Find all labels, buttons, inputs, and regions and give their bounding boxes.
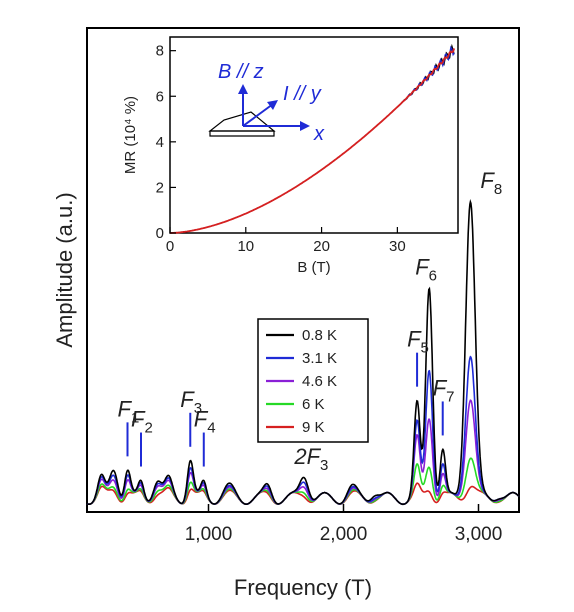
inset-y-tick-label: 0 [156, 225, 164, 242]
x-axis-label: x [313, 123, 325, 145]
inset-mr-lines [170, 43, 456, 234]
main-series-lines [86, 198, 520, 506]
inset-x-tick-label: 0 [166, 238, 174, 255]
inset-mr-line [170, 48, 456, 234]
crystal-plate-edge-icon [209, 130, 275, 137]
y-arrowhead-icon [267, 100, 278, 110]
x-tick-label: 2,000 [320, 524, 368, 545]
inset-frame [169, 36, 459, 234]
series-line-0-8-k [86, 198, 520, 506]
inset-y-tick-label: 8 [156, 43, 164, 60]
inset-x-axis-title: B (T) [297, 259, 330, 276]
peak-label-f2: F2 [131, 407, 153, 437]
z-axis-label: B // z [218, 61, 264, 83]
main-plot-frame [86, 27, 520, 513]
legend-label: 0.8 K [302, 327, 337, 344]
legend-items: 0.8 K 3.1 K 4.6 K 6 K 9 K [266, 327, 337, 436]
orientation-schematic: B // z I // y x [208, 61, 325, 145]
legend-label: 6 K [302, 396, 325, 413]
inset-x-tick-label: 30 [389, 238, 406, 255]
x-tick-label: 3,000 [455, 524, 503, 545]
legend-label: 9 K [302, 419, 325, 436]
series-line-6-k [86, 457, 520, 506]
inset-ticks: 0 10 20 30 0 2 4 6 8 [156, 43, 406, 255]
peak-label-f7: F7 [433, 375, 455, 405]
peak-label-f1: F1 [118, 396, 140, 426]
series-line-9-k [86, 482, 520, 506]
legend: 0.8 K 3.1 K 4.6 K 6 K 9 K [257, 318, 369, 443]
peak-label-f8: F8 [480, 168, 502, 198]
inset-y-tick-label: 4 [156, 134, 164, 151]
main-x-ticks: 1,000 2,000 3,000 [185, 504, 503, 545]
inset-x-tick-label: 10 [237, 238, 254, 255]
legend-label: 3.1 K [302, 350, 337, 367]
z-arrowhead-icon [238, 84, 248, 94]
y-axis-arrow-icon [242, 103, 274, 127]
x-tick-label: 1,000 [185, 524, 233, 545]
peak-label-f5: F5 [407, 327, 429, 357]
legend-label: 4.6 K [302, 373, 337, 390]
inset-y-axis-title: MR (10⁴ %) [122, 96, 139, 174]
peak-label-2f3: 2F3 [293, 444, 328, 474]
legend-frame [257, 318, 369, 443]
inset-y-tick-label: 2 [156, 179, 164, 196]
x-arrowhead-icon [300, 121, 310, 131]
inset-x-tick-label: 20 [313, 238, 330, 255]
peak-label-f4: F4 [194, 407, 216, 437]
peak-label-f3: F3 [180, 387, 202, 417]
y-axis-label: I // y [283, 83, 322, 105]
inset-y-tick-label: 6 [156, 88, 164, 105]
inset-plot: 0 10 20 30 0 2 4 6 8 B (T) MR (10⁴ %) B // z I /… [122, 36, 459, 276]
x-axis-title: Frequency (T) [234, 575, 372, 600]
y-axis-title: Amplitude (a.u.) [52, 192, 77, 347]
peak-label-f6: F6 [415, 254, 437, 284]
